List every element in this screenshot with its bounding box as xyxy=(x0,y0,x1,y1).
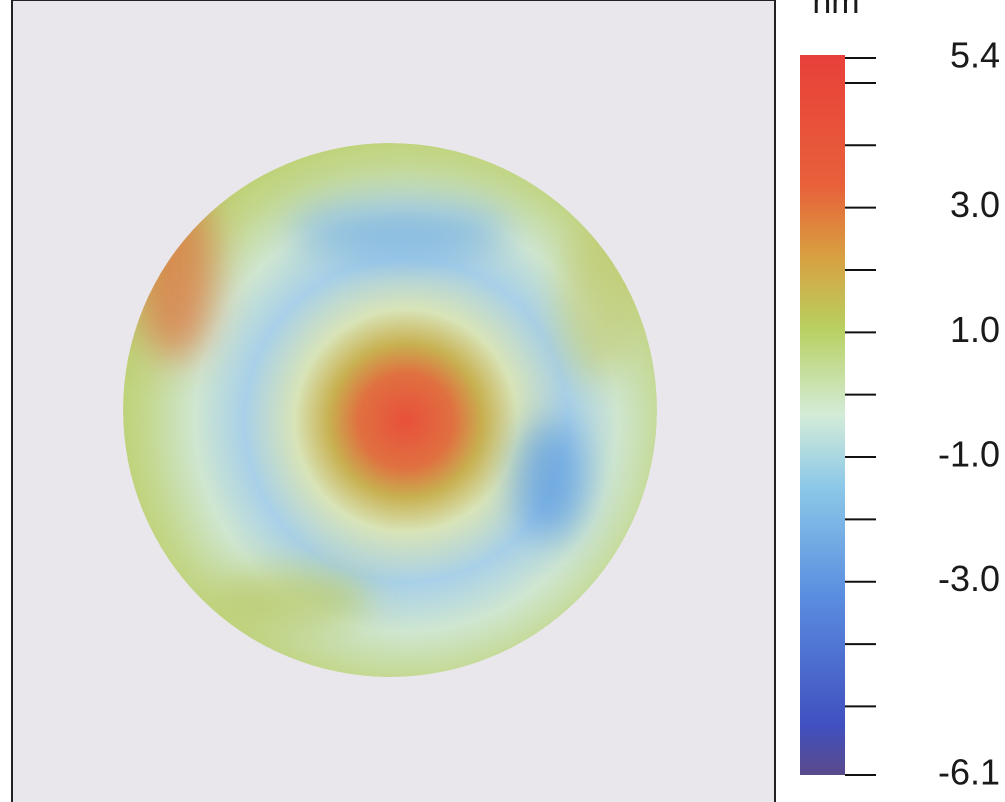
colorbar-tick-label: -6.1 xyxy=(938,752,1000,793)
colorbar-tick-label: 3.0 xyxy=(950,184,1000,225)
surface xyxy=(123,143,657,677)
colorbar-label: nm xyxy=(812,0,859,21)
colorbar-tick-label: -3.0 xyxy=(938,558,1000,599)
chart: nm 5.4 3.0 1.0 -1.0 -3.0 -6.1 xyxy=(0,0,1005,802)
colorbar-tick-label: -1.0 xyxy=(938,434,1000,475)
colorbar xyxy=(800,55,845,775)
colorbar-tick-label: 5.4 xyxy=(950,35,1000,76)
colorbar-tick-label: 1.0 xyxy=(950,309,1000,350)
page: {"chart_data": {"type": "surface-map", "… xyxy=(0,0,1005,802)
